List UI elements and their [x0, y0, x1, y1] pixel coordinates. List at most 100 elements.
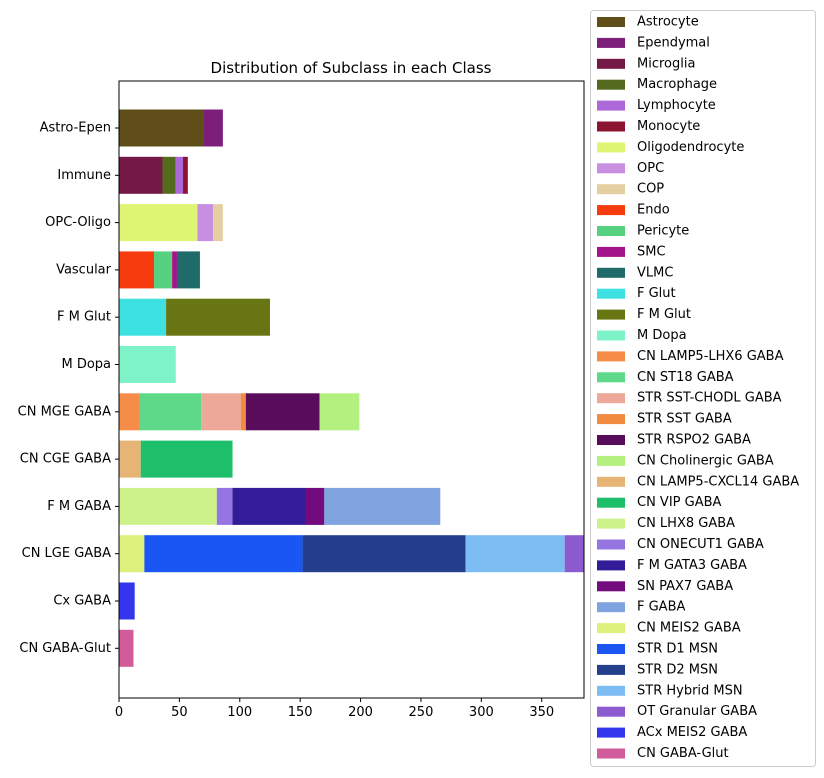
- legend-label: SN PAX7 GABA: [637, 579, 733, 594]
- bar-vascular-vlmc: [176, 251, 200, 289]
- y-tick-label: Cx GABA: [53, 594, 111, 609]
- bar-cn-cge-gaba-cn-lamp5-cxcl14-gaba: [119, 440, 141, 478]
- legend-swatch: [597, 288, 625, 299]
- legend-label: STR RSPO2 GABA: [637, 433, 751, 448]
- bar-f-m-glut-f-m-glut: [166, 298, 270, 336]
- legend-label: COP: [637, 182, 664, 197]
- bar-cn-lge-gaba-str-d2-msn: [302, 535, 466, 573]
- y-tick-label: CN LGE GABA: [22, 546, 111, 561]
- bar-f-m-gaba-cn-lhx8-gaba: [119, 487, 217, 525]
- legend-label: CN ONECUT1 GABA: [637, 537, 764, 552]
- legend-swatch: [597, 581, 625, 592]
- legend-swatch: [597, 435, 625, 445]
- legend-label: F GABA: [637, 600, 685, 615]
- legend-swatch: [597, 455, 625, 466]
- legend-label: CN LAMP5-LHX6 GABA: [637, 349, 784, 364]
- bar-f-m-glut-f-glut: [119, 298, 167, 336]
- x-tick-label: 300: [469, 705, 494, 720]
- legend-swatch: [597, 518, 625, 529]
- legend-label: CN Cholinergic GABA: [637, 453, 774, 468]
- legend-swatch: [597, 497, 625, 508]
- legend-swatch: [597, 184, 625, 195]
- y-tick-label: CN CGE GABA: [20, 452, 111, 467]
- bar-cn-mge-gaba-str-rspo2-gaba: [245, 393, 320, 431]
- legend-swatch: [597, 246, 625, 257]
- legend-label: Monocyte: [637, 119, 700, 134]
- x-tick-label: 350: [529, 705, 554, 720]
- bar-opc-oligo-cop: [213, 204, 223, 242]
- bar-cn-gaba-glut-cn-gaba-glut: [119, 629, 134, 667]
- legend-swatch: [597, 623, 625, 634]
- y-tick-label: F M Glut: [57, 310, 111, 325]
- legend: Astrocyte Ependymal Microglia Macrophage Lym…: [590, 10, 816, 767]
- bar-m-dopa-m-dopa: [119, 346, 176, 383]
- legend-label: STR Hybrid MSN: [637, 683, 743, 698]
- legend-label: OPC: [637, 161, 664, 176]
- legend-swatch: [597, 309, 625, 320]
- legend-label: STR SST-CHODL GABA: [637, 391, 782, 406]
- legend-swatch: [597, 142, 625, 153]
- legend-swatch: [597, 100, 625, 111]
- legend-label: STR D2 MSN: [637, 662, 718, 677]
- plot-frame: [118, 80, 585, 699]
- legend-label: Lymphocyte: [637, 98, 716, 113]
- x-tick-label: 150: [288, 705, 313, 720]
- legend-swatch: [597, 539, 625, 550]
- x-tick-label: 0: [115, 705, 123, 720]
- legend-label: CN ST18 GABA: [637, 370, 734, 385]
- y-axis: Astro-Epen Immune OPC-Oligo Vascular F M Glu…: [18, 121, 119, 656]
- legend-label: Endo: [637, 203, 670, 218]
- legend-label: ACx MEIS2 GABA: [637, 725, 747, 740]
- x-tick-label: 50: [171, 705, 188, 720]
- legend-label: CN VIP GABA: [637, 495, 722, 510]
- legend-label: Oligodendrocyte: [637, 140, 744, 155]
- legend-swatch: [597, 351, 625, 362]
- legend-swatch: [597, 393, 625, 404]
- legend-swatch: [597, 121, 625, 132]
- bar-cn-cge-gaba-cn-vip-gaba: [140, 440, 233, 478]
- legend-swatch: [597, 267, 625, 278]
- bar-cn-lge-gaba-ot-granular-gaba: [564, 535, 584, 573]
- bar-cn-mge-gaba-cn-lamp5-lhx6-gaba: [119, 393, 140, 431]
- bar-immune-macrophage: [162, 156, 176, 194]
- y-tick-label: CN GABA-Glut: [19, 641, 111, 656]
- bar-astro-epen-ependymal: [203, 109, 223, 147]
- legend-label: Pericyte: [637, 224, 689, 239]
- legend-label: CN MEIS2 GABA: [637, 621, 741, 636]
- legend-label: CN LAMP5-CXCL14 GABA: [637, 474, 799, 489]
- x-tick-label: 200: [348, 705, 373, 720]
- legend-label: STR D1 MSN: [637, 642, 718, 657]
- bar-cx-gaba-acx-meis2-gaba: [119, 582, 135, 620]
- legend-swatch: [597, 476, 625, 487]
- legend-swatch: [597, 602, 625, 613]
- legend-label: Astrocyte: [637, 15, 699, 30]
- legend-label: M Dopa: [637, 328, 687, 343]
- legend-frame: [590, 10, 816, 767]
- bar-vascular-smc: [172, 251, 177, 289]
- legend-label: STR SST GABA: [637, 412, 732, 427]
- bar-opc-oligo-oligodendrocyte: [119, 204, 198, 242]
- legend-swatch: [597, 644, 625, 654]
- x-tick-label: 250: [409, 705, 434, 720]
- bar-astro-epen-astrocyte: [119, 109, 204, 147]
- legend-label: Microglia: [637, 56, 695, 71]
- y-tick-label: Vascular: [56, 262, 112, 277]
- legend-label: VLMC: [637, 265, 673, 280]
- legend-swatch: [597, 330, 625, 341]
- bar-cn-mge-gaba-cn-st18-gaba: [139, 393, 202, 431]
- legend-swatch: [597, 414, 625, 425]
- legend-swatch: [597, 372, 625, 383]
- legend-label: F M GATA3 GABA: [637, 558, 747, 573]
- y-tick-label: CN MGE GABA: [18, 404, 111, 419]
- legend-label: F M Glut: [637, 307, 691, 322]
- legend-swatch: [597, 664, 625, 675]
- legend-label: OT Granular GABA: [637, 704, 757, 719]
- bar-f-m-gaba-f-gaba: [324, 487, 441, 525]
- legend-label: F Glut: [637, 286, 676, 301]
- legend-swatch: [597, 58, 625, 69]
- y-tick-label: OPC-Oligo: [45, 215, 111, 230]
- chart-title: Distribution of Subclass in each Class: [211, 59, 492, 77]
- legend-label: Ependymal: [637, 35, 710, 50]
- bars-group: [119, 109, 584, 667]
